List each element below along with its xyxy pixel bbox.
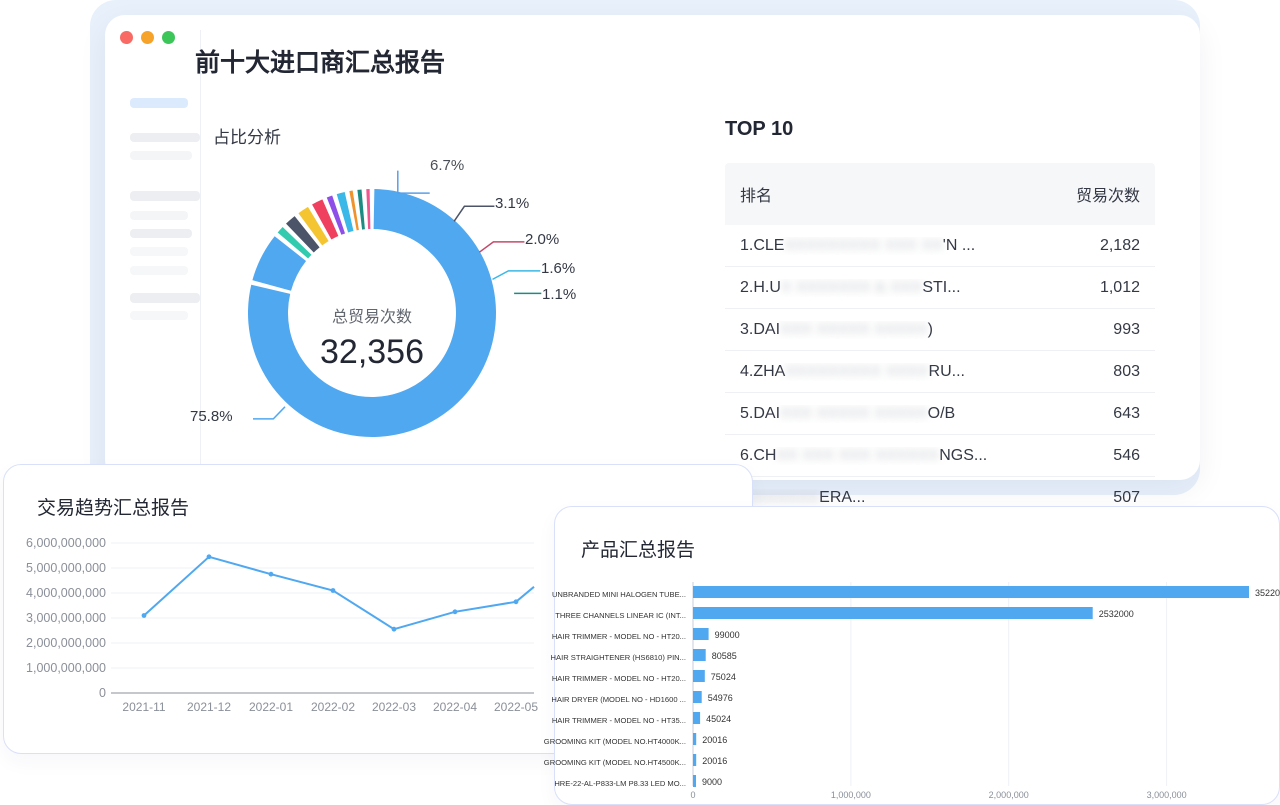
- svg-text:HRE-22-AL-P833-LM P8.33 LED MO: HRE-22-AL-P833-LM P8.33 LED MO...: [554, 779, 686, 788]
- svg-text:2021-12: 2021-12: [187, 700, 231, 714]
- svg-text:HAIR STRAIGHTENER (HS6810) PIN: HAIR STRAIGHTENER (HS6810) PIN...: [551, 653, 686, 662]
- svg-text:45024: 45024: [706, 714, 731, 724]
- svg-text:9000: 9000: [702, 777, 722, 787]
- svg-text:3522000: 3522000: [1255, 588, 1280, 598]
- svg-text:HAIR TRIMMER - MODEL NO - HT20: HAIR TRIMMER - MODEL NO - HT20...: [552, 674, 686, 683]
- svg-text:75024: 75024: [711, 672, 736, 682]
- svg-text:4,000,000,000: 4,000,000,000: [26, 586, 106, 600]
- svg-text:GROOMING KIT (MODEL NO.HT4500K: GROOMING KIT (MODEL NO.HT4500K...: [544, 758, 686, 767]
- svg-text:5,000,000,000: 5,000,000,000: [26, 561, 106, 575]
- svg-text:HAIR TRIMMER - MODEL NO - HT20: HAIR TRIMMER - MODEL NO - HT20...: [552, 632, 686, 641]
- svg-text:3,000,000: 3,000,000: [1147, 790, 1187, 800]
- svg-text:2022-05: 2022-05: [494, 700, 538, 714]
- svg-text:99000: 99000: [715, 630, 740, 640]
- svg-text:HAIR DRYER (MODEL NO - HD1600: HAIR DRYER (MODEL NO - HD1600 ...: [551, 695, 686, 704]
- svg-text:2022-04: 2022-04: [433, 700, 477, 714]
- svg-text:2532000: 2532000: [1099, 609, 1134, 619]
- svg-text:2021-11: 2021-11: [122, 700, 165, 714]
- svg-text:GROOMING KIT (MODEL NO.HT4000K: GROOMING KIT (MODEL NO.HT4000K...: [544, 737, 686, 746]
- svg-text:2022-01: 2022-01: [249, 700, 293, 714]
- svg-text:20016: 20016: [702, 735, 727, 745]
- svg-text:2022-03: 2022-03: [372, 700, 416, 714]
- svg-text:80585: 80585: [712, 651, 737, 661]
- svg-text:6,000,000,000: 6,000,000,000: [26, 536, 106, 550]
- svg-text:0: 0: [690, 790, 695, 800]
- svg-text:3,000,000,000: 3,000,000,000: [26, 611, 106, 625]
- svg-text:20016: 20016: [702, 756, 727, 766]
- svg-text:THREE CHANNELS LINEAR IC (INT.: THREE CHANNELS LINEAR IC (INT...: [555, 611, 686, 620]
- svg-text:2,000,000,000: 2,000,000,000: [26, 636, 106, 650]
- svg-text:HAIR TRIMMER - MODEL NO - HT35: HAIR TRIMMER - MODEL NO - HT35...: [552, 716, 686, 725]
- svg-text:54976: 54976: [708, 693, 733, 703]
- svg-text:2022-02: 2022-02: [311, 700, 355, 714]
- svg-text:UNBRANDED MINI HALOGEN TUBE...: UNBRANDED MINI HALOGEN TUBE...: [552, 590, 686, 599]
- svg-text:1,000,000,000: 1,000,000,000: [26, 661, 106, 675]
- svg-text:0: 0: [99, 686, 106, 700]
- svg-text:2,000,000: 2,000,000: [989, 790, 1029, 800]
- svg-text:1,000,000: 1,000,000: [831, 790, 871, 800]
